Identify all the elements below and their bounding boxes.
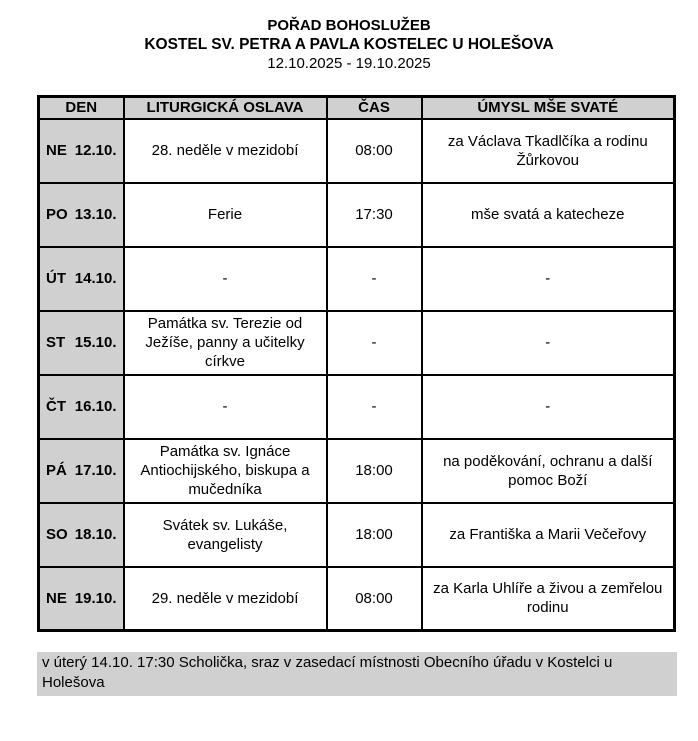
time-cell: 08:00	[325, 565, 423, 632]
church-name: KOSTEL SV. PETRA A PAVLA KOSTELEC U HOLE…	[144, 36, 554, 53]
celebration-cell: Svátek sv. Lukáše, evangelisty	[122, 501, 328, 568]
day-abbr: PÁ	[46, 462, 67, 479]
day-abbr: NE	[46, 589, 67, 607]
time-cell: 18:00	[325, 437, 423, 504]
time-cell: -	[325, 309, 423, 376]
table-row: ČT 16.10. - - -	[37, 373, 676, 440]
intention-cell: mše svatá a katecheze	[420, 181, 676, 248]
day-date: 15.10.	[74, 334, 117, 351]
time-cell: 18:00	[325, 501, 423, 568]
celebration-cell: -	[122, 373, 328, 440]
table-row: PÁ 17.10. Památka sv. Ignáce Antiochijsk…	[37, 437, 676, 504]
column-header-umysl: ÚMYSL MŠE SVATÉ	[420, 95, 676, 120]
column-header-cas: ČAS	[325, 95, 423, 120]
day-abbr: ČT	[46, 398, 66, 415]
day-cell: PÁ 17.10.	[37, 437, 125, 504]
celebration-cell: Památka sv. Terezie od Ježíše, panny a u…	[122, 309, 328, 376]
day-cell: PO 13.10.	[37, 181, 125, 248]
time-cell: -	[325, 245, 423, 312]
table-row: ST 15.10. Památka sv. Terezie od Ježíše,…	[37, 309, 676, 376]
table-row: NE 12.10. 28. neděle v mezidobí 08:00 za…	[37, 117, 676, 184]
day-abbr: PO	[46, 206, 68, 223]
celebration-cell: 29. neděle v mezidobí	[122, 565, 328, 632]
week-date-range: 12.10.2025 - 19.10.2025	[267, 55, 431, 72]
table-header-row: DEN LITURGICKÁ OSLAVA ČAS ÚMYSL MŠE SVAT…	[37, 95, 676, 120]
page-title: POŘAD BOHOSLUŽEB	[267, 17, 431, 34]
celebration-cell: Ferie	[122, 181, 328, 248]
footer-note: v úterý 14.10. 17:30 Scholička, sraz v z…	[37, 652, 677, 696]
day-cell: SO 18.10.	[37, 501, 125, 568]
intention-cell: -	[420, 373, 676, 440]
day-cell: ČT 16.10.	[37, 373, 125, 440]
intention-cell: za Václava Tkadlčíka a rodinu Žůrkovou	[420, 117, 676, 184]
day-abbr: ÚT	[46, 270, 66, 287]
table-row: SO 18.10. Svátek sv. Lukáše, evangelisty…	[37, 501, 676, 568]
day-abbr: NE	[46, 142, 67, 159]
day-date: 19.10.	[74, 589, 117, 607]
day-cell: ÚT 14.10.	[37, 245, 125, 312]
intention-cell: za Františka a Marii Večeřovy	[420, 501, 676, 568]
day-date: 16.10.	[74, 398, 117, 415]
day-cell: NE 12.10.	[37, 117, 125, 184]
title-block: POŘAD BOHOSLUŽEB KOSTEL SV. PETRA A PAVL…	[0, 16, 698, 73]
column-header-oslava: LITURGICKÁ OSLAVA	[122, 95, 328, 120]
day-date: 17.10.	[74, 462, 117, 479]
time-cell: 17:30	[325, 181, 423, 248]
day-date: 13.10.	[74, 206, 117, 223]
intention-cell: -	[420, 309, 676, 376]
intention-cell: na poděkování, ochranu a další pomoc Bož…	[420, 437, 676, 504]
day-date: 12.10.	[74, 142, 117, 159]
celebration-cell: 28. neděle v mezidobí	[122, 117, 328, 184]
table-row: ÚT 14.10. - - -	[37, 245, 676, 312]
day-abbr: ST	[46, 334, 66, 351]
schedule-table: DEN LITURGICKÁ OSLAVA ČAS ÚMYSL MŠE SVAT…	[37, 95, 676, 632]
table-row: NE 19.10. 29. neděle v mezidobí 08:00 za…	[37, 565, 676, 632]
day-date: 18.10.	[74, 526, 117, 543]
time-cell: -	[325, 373, 423, 440]
celebration-cell: -	[122, 245, 328, 312]
table-row: PO 13.10. Ferie 17:30 mše svatá a katech…	[37, 181, 676, 248]
column-header-den: DEN	[37, 95, 125, 120]
intention-cell: -	[420, 245, 676, 312]
day-abbr: SO	[46, 526, 68, 543]
day-date: 14.10.	[74, 270, 117, 287]
intention-cell: za Karla Uhlíře a živou a zemřelou rodin…	[420, 565, 676, 632]
celebration-cell: Památka sv. Ignáce Antiochijského, bisku…	[122, 437, 328, 504]
day-cell: NE 19.10.	[37, 565, 125, 632]
time-cell: 08:00	[325, 117, 423, 184]
day-cell: ST 15.10.	[37, 309, 125, 376]
